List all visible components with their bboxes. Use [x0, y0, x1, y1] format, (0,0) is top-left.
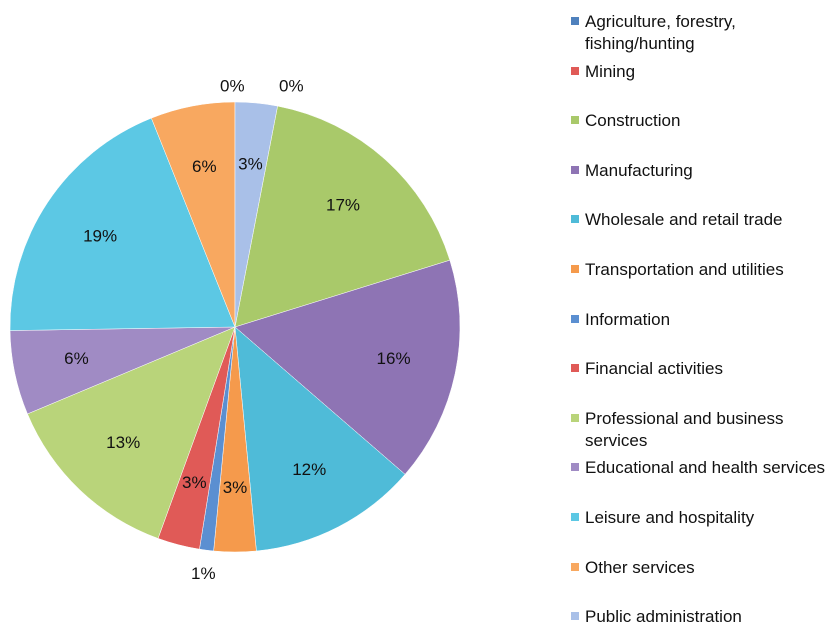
data-label-value: 1: [191, 564, 200, 583]
legend-label: Construction: [585, 111, 681, 131]
percent-sign: %: [125, 434, 140, 453]
legend-label: Wholesale and retail trade: [585, 210, 783, 230]
legend-swatch: [571, 513, 579, 521]
data-label-value: 3: [238, 155, 247, 174]
data-label-value: 0: [279, 77, 288, 96]
data-label: 6%: [64, 350, 89, 369]
data-label: 6%: [192, 157, 217, 176]
data-label: 12%: [292, 460, 326, 479]
pie-slice: [234, 105, 451, 328]
data-label: 13%: [106, 434, 140, 453]
data-label-value: 19: [83, 227, 102, 246]
legend-label: Public administration: [585, 607, 742, 625]
legend-swatch: [571, 165, 579, 174]
legend-label: Agriculture, forestry, fishing/hunting: [585, 12, 736, 53]
legend-label: Manufacturing: [585, 160, 693, 180]
data-label-value: 3: [223, 478, 232, 497]
data-label-value: 12: [292, 460, 311, 479]
data-label-value: 0: [220, 77, 229, 96]
data-label-value: 6: [64, 350, 73, 369]
legend-label: Information: [585, 309, 671, 329]
data-label-value: 6: [192, 157, 201, 176]
legend-label: Educational and health services: [585, 458, 826, 478]
percent-sign: %: [102, 227, 117, 246]
percent-sign: %: [229, 77, 244, 96]
data-label: 0%: [279, 77, 304, 96]
percent-sign: %: [311, 460, 326, 479]
data-label: 1%: [191, 564, 216, 583]
data-label-value: 13: [106, 434, 125, 453]
legend-swatch: [571, 562, 579, 571]
legend-swatch: [571, 116, 579, 125]
pie-slice: [234, 259, 461, 475]
data-label: 19%: [83, 227, 117, 246]
data-label-value: 16: [377, 350, 396, 369]
percent-sign: %: [232, 478, 247, 497]
pie-chart: 0% 0%17%16%12%3%1%3%13%6%19%6% 3%: [9, 77, 461, 583]
legend-label: Leisure and hospitality: [585, 508, 755, 527]
legend-swatch: [571, 314, 579, 323]
legend-swatch: [571, 265, 579, 273]
data-label: 3%: [238, 155, 263, 174]
legend-label: Mining: [585, 61, 636, 81]
percent-sign: %: [74, 350, 89, 369]
data-label-value: 3: [182, 473, 191, 492]
legend-swatch: [571, 612, 579, 621]
data-label: 16%: [377, 350, 411, 369]
data-label: 3%: [223, 478, 248, 497]
legend-swatch: [571, 17, 579, 25]
percent-sign: %: [345, 196, 360, 215]
legend-label: Professional and business services: [585, 408, 784, 450]
pie-slice: [234, 326, 406, 552]
legend-swatch: [571, 413, 579, 422]
pie-slice: [234, 101, 278, 328]
data-label: 3%: [182, 473, 207, 492]
legend-label: Transportation and utilities: [585, 260, 784, 279]
pie-slice: [9, 117, 236, 331]
percent-sign: %: [395, 350, 410, 369]
percent-sign: %: [248, 155, 263, 174]
legend-swatch: [571, 215, 579, 224]
data-label-value: 17: [326, 196, 345, 215]
percent-sign: %: [288, 77, 303, 96]
data-label: 0%: [220, 77, 245, 96]
legend-swatch: [571, 66, 579, 75]
percent-sign: %: [202, 157, 217, 176]
percent-sign: %: [191, 473, 206, 492]
legend-swatch: [571, 463, 579, 472]
pie-slice: [27, 326, 236, 539]
data-label: 17%: [326, 196, 360, 215]
legend-label: Financial activities: [585, 359, 723, 379]
legend-swatch: [571, 364, 579, 373]
percent-sign: %: [201, 564, 216, 583]
legend-label: Other services: [585, 557, 695, 577]
